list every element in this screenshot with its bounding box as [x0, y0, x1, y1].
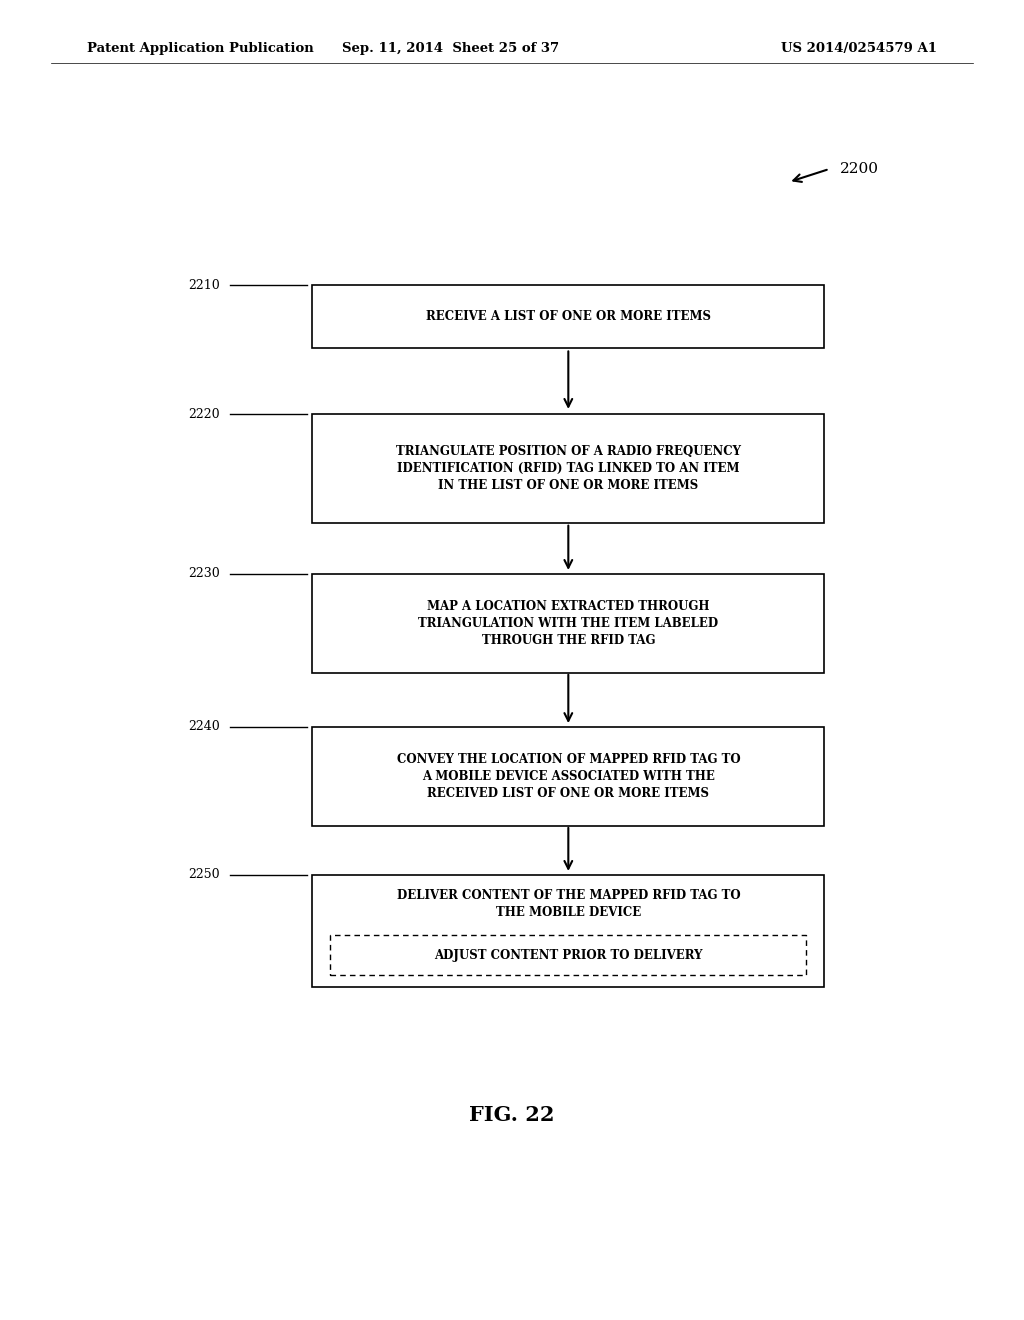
Text: 2250: 2250: [188, 869, 220, 880]
Text: 2220: 2220: [188, 408, 220, 421]
Text: TRIANGULATE POSITION OF A RADIO FREQUENCY
IDENTIFICATION (RFID) TAG LINKED TO AN: TRIANGULATE POSITION OF A RADIO FREQUENC…: [396, 445, 740, 492]
Bar: [312, 414, 824, 523]
Text: 2240: 2240: [188, 721, 220, 733]
Text: RECEIVE A LIST OF ONE OR MORE ITEMS: RECEIVE A LIST OF ONE OR MORE ITEMS: [426, 310, 711, 323]
Text: US 2014/0254579 A1: US 2014/0254579 A1: [781, 42, 937, 55]
Bar: [312, 726, 824, 826]
Text: 2200: 2200: [840, 162, 879, 176]
Bar: [312, 874, 824, 987]
Bar: [312, 573, 824, 672]
Text: ADJUST CONTENT PRIOR TO DELIVERY: ADJUST CONTENT PRIOR TO DELIVERY: [434, 949, 702, 961]
Text: 2210: 2210: [188, 279, 220, 292]
Text: FIG. 22: FIG. 22: [469, 1105, 555, 1126]
Text: CONVEY THE LOCATION OF MAPPED RFID TAG TO
A MOBILE DEVICE ASSOCIATED WITH THE
RE: CONVEY THE LOCATION OF MAPPED RFID TAG T…: [396, 752, 740, 800]
Text: 2230: 2230: [188, 568, 220, 579]
Bar: [312, 285, 824, 348]
Text: DELIVER CONTENT OF THE MAPPED RFID TAG TO
THE MOBILE DEVICE: DELIVER CONTENT OF THE MAPPED RFID TAG T…: [396, 890, 740, 919]
Text: Patent Application Publication: Patent Application Publication: [87, 42, 313, 55]
Text: Sep. 11, 2014  Sheet 25 of 37: Sep. 11, 2014 Sheet 25 of 37: [342, 42, 559, 55]
Bar: [331, 935, 807, 974]
Text: MAP A LOCATION EXTRACTED THROUGH
TRIANGULATION WITH THE ITEM LABELED
THROUGH THE: MAP A LOCATION EXTRACTED THROUGH TRIANGU…: [418, 599, 719, 647]
